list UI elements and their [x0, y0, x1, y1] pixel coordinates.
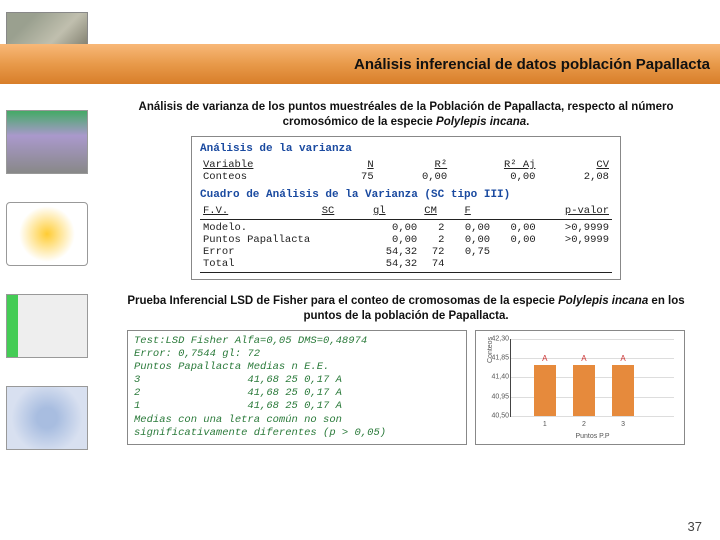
caption-lsd-pre: Prueba Inferencial LSD de Fisher para el… — [127, 295, 558, 307]
bar-chart: Conteos Puntos P.P 40,5040,9541,4041,854… — [480, 335, 680, 439]
cell: 0,00 — [447, 222, 493, 234]
lsd-row: 2 41,68 25 0,17 A — [134, 387, 460, 400]
cell: 0,00 — [447, 234, 493, 246]
cell: Error — [200, 246, 365, 258]
cell: 0,75 — [447, 246, 493, 258]
page-title: Análisis inferencial de datos población … — [354, 56, 710, 73]
anova-body: Modelo.0,0020,000,00>0,9999Puntos Papall… — [200, 222, 612, 270]
cell: Puntos Papallacta — [200, 234, 365, 246]
cell: 72 — [420, 246, 447, 258]
anova-summary-table: VariableNR²R² AjCV Conteos750,000,002,08 — [200, 159, 612, 183]
cell: Modelo. — [200, 222, 365, 234]
gridline — [511, 339, 674, 340]
anova-title: Análisis de la varianza — [200, 143, 612, 155]
cell: 0,00 — [365, 222, 420, 234]
col-header: gl — [337, 205, 388, 217]
cell: 2 — [420, 234, 447, 246]
cell: 0,00 — [493, 222, 539, 234]
col-header: F — [440, 205, 474, 217]
ytick: 42,30 — [483, 335, 509, 342]
cell: 54,32 — [365, 258, 420, 270]
cell — [539, 246, 612, 258]
cell: Conteos — [200, 171, 333, 183]
bar-marker: A — [620, 354, 625, 363]
page-number: 37 — [688, 519, 702, 534]
anova-subtitle: Cuadro de Análisis de la Varianza (SC ti… — [200, 189, 612, 201]
cell: 0,00 — [450, 171, 538, 183]
anova-panel: Análisis de la varianza VariableNR²R² Aj… — [191, 136, 621, 280]
cell: >0,9999 — [539, 234, 612, 246]
bar-marker: A — [542, 354, 547, 363]
cell: 0,00 — [365, 234, 420, 246]
col-header: CM — [389, 205, 440, 217]
cell: 74 — [420, 258, 447, 270]
xtick: 2 — [573, 421, 595, 428]
ytick: 40,50 — [483, 412, 509, 419]
col-header: R² Aj — [450, 159, 538, 171]
ytick: 41,85 — [483, 355, 509, 362]
col-header: SC — [286, 205, 337, 217]
cell: 54,32 — [365, 246, 420, 258]
gridline — [511, 416, 674, 417]
bar — [534, 365, 556, 415]
gridline — [511, 358, 674, 359]
thumb-4 — [6, 386, 88, 450]
cell: 75 — [333, 171, 377, 183]
caption-lsd: Prueba Inferencial LSD de Fisher para el… — [110, 294, 702, 324]
cell: 2 — [420, 222, 447, 234]
thumbnail-sidebar — [6, 110, 88, 450]
cell — [447, 258, 493, 270]
ytick: 41,40 — [483, 374, 509, 381]
cell: >0,9999 — [539, 222, 612, 234]
col-header: R² — [377, 159, 451, 171]
cell: Total — [200, 258, 365, 270]
bar — [612, 365, 634, 415]
lsd-line1: Test:LSD Fisher Alfa=0,05 DMS=0,48974 — [134, 335, 460, 348]
col-header: F.V. — [200, 205, 286, 217]
lsd-row: 3 41,68 25 0,17 A — [134, 374, 460, 387]
caption-anova: Análisis de varianza de los puntos muest… — [110, 100, 702, 130]
lsd-line2: Error: 0,7544 gl: 72 — [134, 348, 460, 361]
col-header: p-valor — [474, 205, 612, 217]
xtick: 3 — [612, 421, 634, 428]
cell: 0,00 — [377, 171, 451, 183]
caption-anova-species: Polylepis incana — [436, 116, 526, 128]
anova-table: F.V.SCglCMFp-valor — [200, 205, 612, 217]
xtick: 1 — [534, 421, 556, 428]
col-header: Variable — [200, 159, 333, 171]
lsd-row: 1 41,68 25 0,17 A — [134, 400, 460, 413]
col-header: CV — [538, 159, 612, 171]
thumb-2 — [6, 202, 88, 266]
cell: 2,08 — [538, 171, 612, 183]
cell — [493, 246, 539, 258]
thumb-3 — [6, 294, 88, 358]
lsd-panel: Test:LSD Fisher Alfa=0,05 DMS=0,48974 Er… — [127, 330, 467, 445]
ytick: 40,95 — [483, 393, 509, 400]
caption-lsd-species: Polylepis incana — [558, 295, 648, 307]
col-header: N — [333, 159, 377, 171]
lsd-footer: Medias con una letra común no son signif… — [134, 414, 460, 440]
main-content: Análisis de varianza de los puntos muest… — [102, 100, 710, 530]
bar-marker: A — [581, 354, 586, 363]
cell — [493, 258, 539, 270]
bar — [573, 365, 595, 415]
lsd-header: Puntos Papallacta Medias n E.E. — [134, 361, 460, 374]
thumb-1 — [6, 110, 88, 174]
chart-panel: Conteos Puntos P.P 40,5040,9541,4041,854… — [475, 330, 685, 445]
chart-xlabel: Puntos P.P — [511, 433, 674, 440]
cell: 0,00 — [493, 234, 539, 246]
caption-anova-post: . — [526, 116, 529, 128]
header-band: Análisis inferencial de datos población … — [0, 44, 720, 84]
cell — [539, 258, 612, 270]
caption-anova-pre: Análisis de varianza de los puntos muest… — [139, 101, 674, 128]
